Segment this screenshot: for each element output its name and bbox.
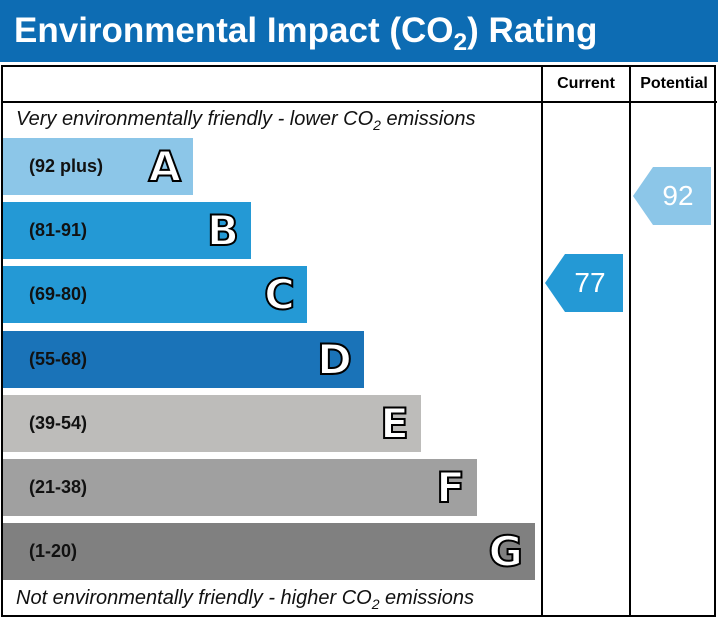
top-note: Very environmentally friendly - lower CO…: [16, 108, 476, 133]
rating-frame: [1, 65, 716, 617]
band-a-bar: (92 plus) A: [3, 138, 193, 195]
band-letter: G: [488, 526, 525, 577]
current-header: Current: [557, 75, 615, 92]
band-range: (39-54): [29, 413, 88, 433]
potential-rating-arrow: 92: [633, 167, 711, 225]
band-range: (69-80): [29, 284, 88, 304]
band-c-bar: (69-80) C: [3, 266, 307, 323]
band-f-bar: (21-38) F: [3, 459, 477, 516]
band-letter: D: [316, 334, 353, 385]
band-range: (81-91): [29, 220, 88, 240]
band-letter: B: [206, 205, 240, 256]
column-divider: [629, 65, 631, 617]
band-range: (92 plus): [29, 156, 104, 176]
band-e-bar: (39-54) E: [3, 395, 421, 452]
page-title: Environmental Impact (CO2) Rating: [0, 0, 718, 62]
header-divider: [1, 101, 717, 103]
column-divider: [541, 65, 543, 617]
band-d-bar: (55-68) D: [3, 331, 364, 388]
band-b-bar: (81-91) B: [3, 202, 251, 259]
band-letter: E: [379, 398, 410, 449]
current-rating-value: 77: [574, 267, 606, 298]
bottom-note: Not environmentally friendly - higher CO…: [16, 587, 474, 612]
band-letter: C: [263, 269, 296, 320]
potential-rating-value: 92: [662, 180, 694, 211]
band-letter: F: [435, 462, 466, 513]
band-letter: A: [147, 141, 181, 192]
band-g-bar: (1-20) G: [3, 523, 535, 580]
band-range: (55-68): [29, 349, 88, 369]
potential-header: Potential: [640, 75, 708, 92]
band-range: (1-20): [29, 541, 78, 561]
band-range: (21-38): [29, 477, 88, 497]
